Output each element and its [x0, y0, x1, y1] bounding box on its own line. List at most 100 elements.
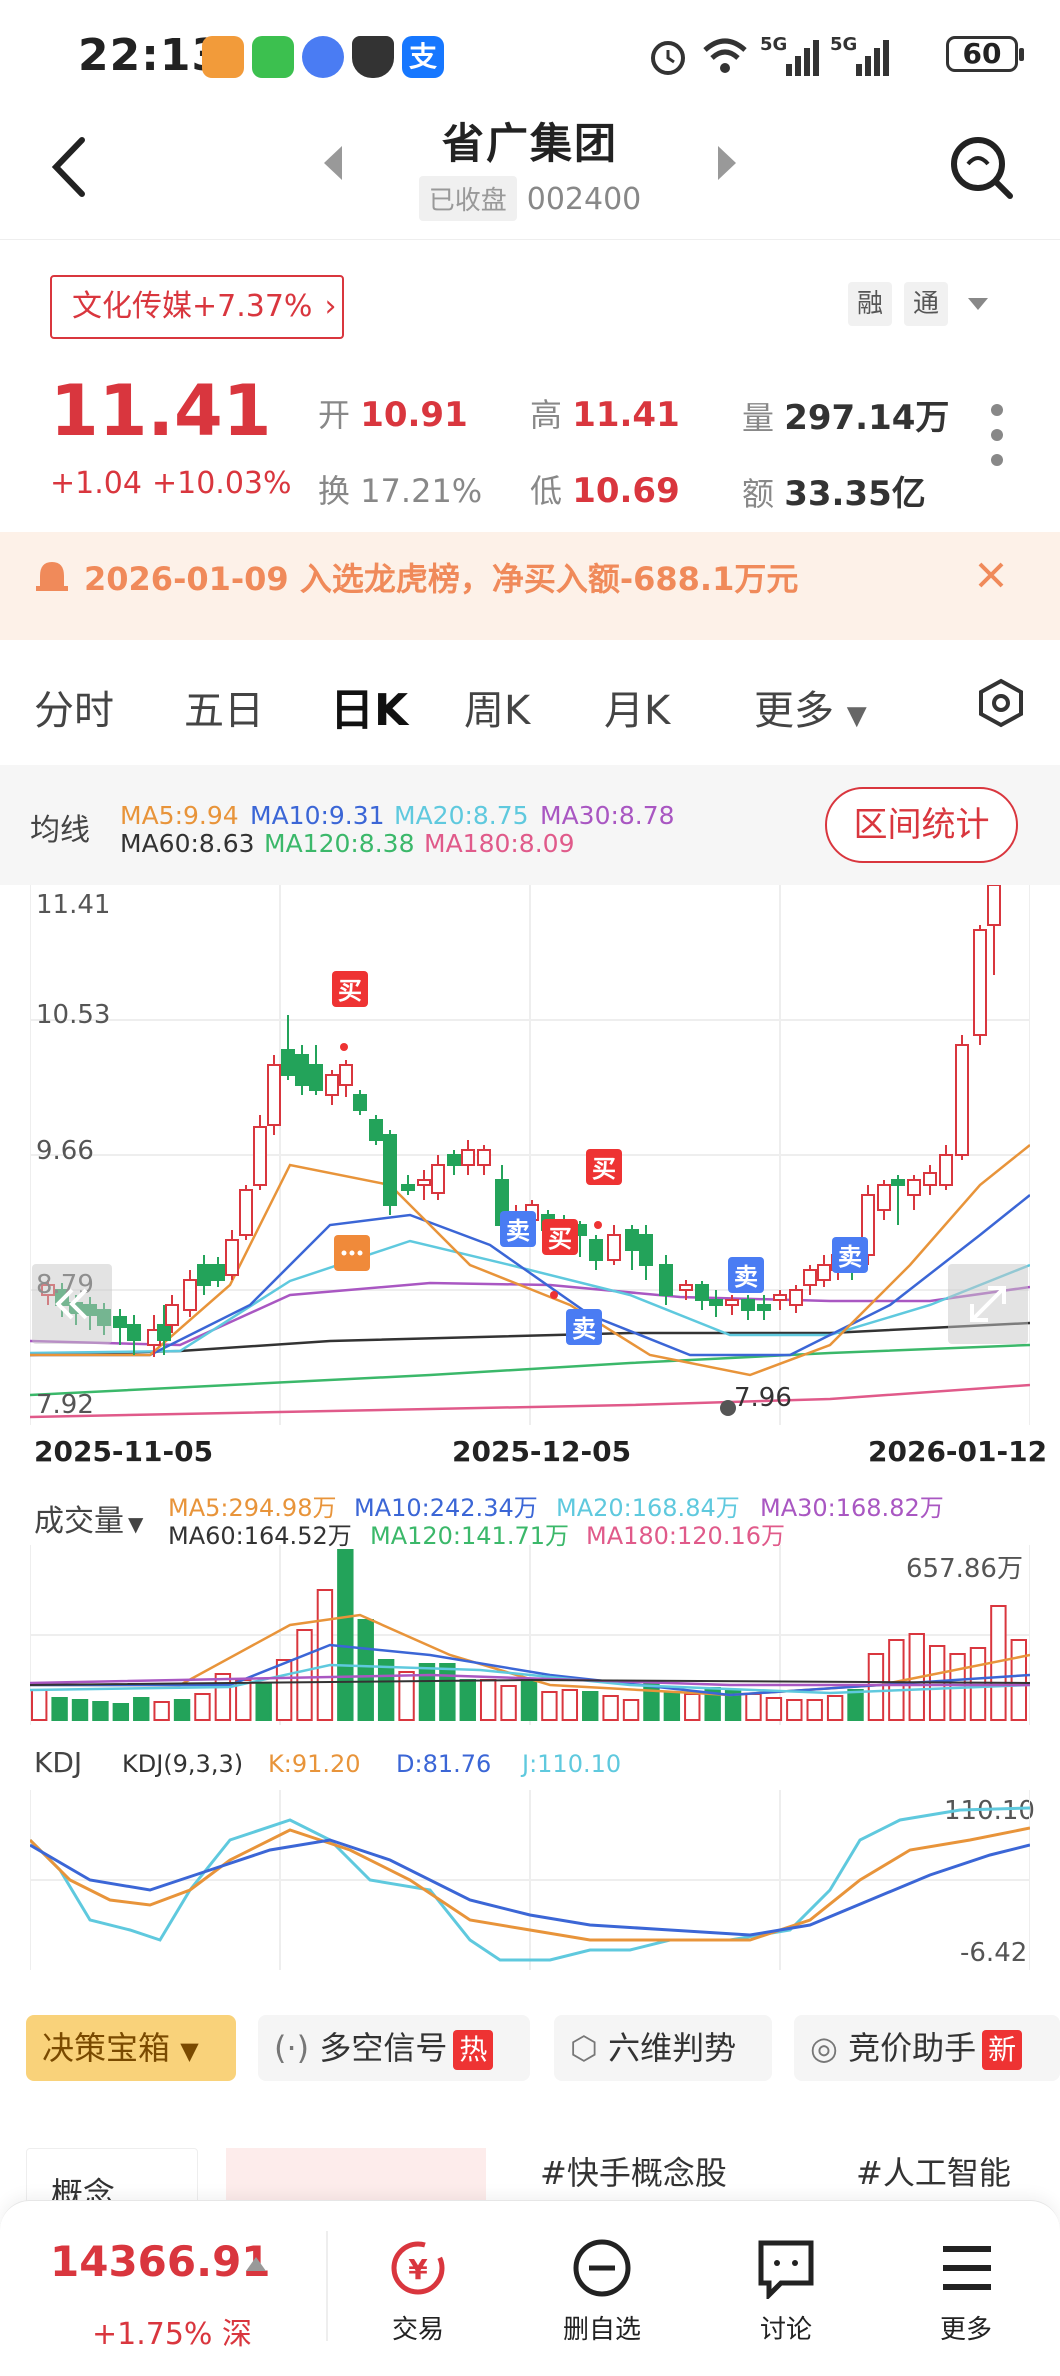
volume-bar — [520, 1679, 538, 1721]
close-icon[interactable] — [976, 560, 1006, 590]
nav-discussion[interactable]: 讨论 — [726, 2237, 846, 2346]
back-arrow-icon[interactable] — [42, 132, 102, 202]
concept-tab[interactable]: 概念 — [26, 2148, 198, 2213]
candle-body — [447, 1154, 461, 1166]
ma180-line — [30, 1383, 1030, 1419]
current-price: 11.41 — [50, 370, 272, 452]
chevron-down-icon: ▼ — [180, 2037, 199, 2065]
prev-stock-arrow-icon[interactable] — [320, 144, 344, 182]
stock-header: 省广集团 已收盘 002400 — [0, 110, 1060, 240]
fullscreen-button[interactable] — [948, 1264, 1028, 1344]
search-icon[interactable] — [946, 132, 1016, 202]
volume-bar — [582, 1691, 599, 1721]
vol-ma20: MA20:168.84万 — [556, 1494, 740, 1522]
candle-body — [165, 1304, 179, 1326]
connect-tag[interactable]: 通 — [904, 282, 948, 326]
candle-body — [461, 1149, 475, 1166]
browser-icon — [302, 36, 344, 78]
chevron-down-icon[interactable] — [966, 296, 990, 312]
volume-bar — [643, 1683, 660, 1721]
divider — [326, 2231, 328, 2341]
tab-daily-k[interactable]: 日K — [330, 685, 409, 736]
concept-kuaishou[interactable]: #快手概念股 — [540, 2154, 727, 2192]
kdj-k: K:91.20 — [268, 1750, 361, 1778]
kdj-params[interactable]: KDJ(9,3,3) — [122, 1750, 244, 1778]
volume-bar — [1010, 1639, 1028, 1721]
sector-badge[interactable]: 文化传媒+7.37% › — [50, 275, 344, 339]
candle-body — [973, 929, 987, 1036]
candle-body — [773, 1294, 787, 1301]
candle-body — [253, 1126, 267, 1186]
y-tick-3: 9.66 — [36, 1136, 94, 1166]
volume-bar — [214, 1673, 232, 1721]
ma30-value: MA30:8.78 — [540, 801, 675, 830]
concept-highlight — [226, 2148, 486, 2208]
volume-bar — [296, 1629, 313, 1721]
sell-marker-label: 卖 — [734, 1263, 758, 1291]
candle-body — [987, 885, 1001, 926]
y-tick-5: 7.92 — [36, 1390, 94, 1420]
auction-assistant-button[interactable]: ◎ 竞价助手新 — [794, 2015, 1060, 2081]
candle-body — [183, 1279, 197, 1311]
settings-hexagon-icon[interactable] — [976, 678, 1026, 728]
candle-body — [679, 1284, 693, 1291]
tab-weekly-k[interactable]: 周K — [464, 688, 531, 734]
nav-trade[interactable]: ¥ 交易 — [358, 2237, 478, 2346]
new-badge: 新 — [982, 2030, 1023, 2070]
low-point-label: 7.96 — [734, 1383, 792, 1413]
sell-marker — [728, 1257, 764, 1293]
tab-more[interactable]: 更多 ▼ — [754, 688, 867, 734]
volume-bar — [459, 1679, 476, 1721]
dragon-tiger-notice[interactable]: 2026-01-09 入选龙虎榜，净买入额-688.1万元 — [0, 532, 1060, 640]
buy-marker-dot — [550, 1291, 558, 1299]
volume-bar — [439, 1663, 456, 1721]
six-dim-button[interactable]: ⬡ 六维判势 — [554, 2015, 772, 2081]
kdj-k-line — [30, 1826, 1030, 1942]
volume-bar — [255, 1683, 272, 1721]
tab-monthly-k[interactable]: 月K — [604, 688, 671, 734]
buy-marker — [586, 1149, 622, 1185]
volume-label[interactable]: 成交量 ▼ — [34, 1504, 144, 1539]
nav-more[interactable]: 更多 — [906, 2237, 1026, 2346]
bull-bear-signal-button[interactable]: (·) 多空信号热 — [258, 2015, 530, 2081]
candle-body — [339, 1064, 353, 1086]
prev-period-button[interactable] — [32, 1264, 112, 1344]
kdj-j: J:110.10 — [522, 1750, 622, 1778]
candle-body — [197, 1264, 211, 1286]
stock-code: 002400 — [526, 182, 642, 217]
tab-intraday[interactable]: 分时 — [34, 688, 114, 734]
volume-bar — [622, 1699, 640, 1721]
ma5-value: MA5:9.94 — [120, 801, 239, 830]
candle-body — [659, 1264, 673, 1296]
volume-bar — [561, 1689, 579, 1721]
nav-remove-watchlist[interactable]: 删自选 — [542, 2237, 662, 2346]
candle-body — [891, 1179, 905, 1186]
decision-box-button[interactable]: 决策宝箱 ▼ — [26, 2015, 236, 2081]
next-stock-arrow-icon[interactable] — [716, 144, 740, 182]
candle-body — [127, 1324, 141, 1341]
tab-five-day[interactable]: 五日 — [184, 688, 264, 734]
date-start: 2025-11-05 — [34, 1435, 214, 1468]
amount-stat: 额 33.35亿 — [742, 474, 926, 514]
kdj-d-line — [30, 1838, 1030, 1937]
volume-chart[interactable] — [30, 1545, 1030, 1725]
trade-icon: ¥ — [391, 2241, 445, 2295]
candle-body — [267, 1064, 281, 1126]
index-value[interactable]: 14366.91 — [50, 2237, 271, 2286]
kdj-chart[interactable] — [30, 1790, 1030, 1970]
ma120-line — [30, 1343, 1030, 1397]
vol-ma10: MA10:242.34万 — [354, 1494, 538, 1522]
buy-marker-label: 买 — [548, 1225, 572, 1253]
range-stats-button[interactable]: 区间统计 — [825, 787, 1018, 863]
more-vertical-icon[interactable] — [984, 400, 1010, 470]
status-time: 22:13 — [78, 30, 224, 81]
chevron-down-icon: ▼ — [846, 701, 867, 731]
bottom-bar: 14366.91 +1.75% 深 ¥ 交易 删自选 讨论 更多 — [0, 2200, 1060, 2376]
candle-body — [113, 1316, 127, 1328]
volume-bar — [602, 1695, 619, 1721]
margin-tag[interactable]: 融 — [848, 282, 892, 326]
concept-ai[interactable]: #人工智能 — [856, 2154, 1011, 2192]
candle-body — [383, 1134, 397, 1206]
period-tabs: 分时 五日 日K 周K 月K 更多 ▼ — [0, 640, 1060, 765]
